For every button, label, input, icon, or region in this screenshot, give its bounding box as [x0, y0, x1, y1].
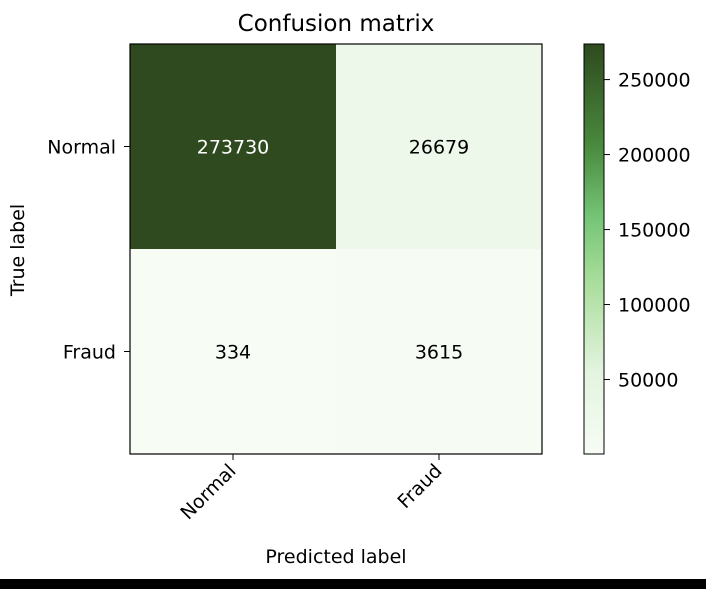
- y-tick-label: Normal: [47, 137, 116, 159]
- y-axis-ticks: Normal Fraud: [47, 137, 130, 364]
- cell-value-label-1-1: 3615: [415, 342, 463, 364]
- plot-frame: [129, 43, 543, 455]
- y-axis-label: True label: [7, 204, 29, 297]
- bottom-border-bar: [0, 579, 706, 589]
- colorbar: [583, 43, 605, 455]
- y-tick-label: Fraud: [63, 342, 116, 364]
- heatmap-cell-1-1: [336, 249, 542, 454]
- heatmap-cell-0-1: [336, 44, 542, 249]
- cell-value-label-0-0: 273730: [197, 137, 270, 159]
- x-axis-label: Predicted label: [265, 546, 406, 568]
- colorbar-tick-label: 100000: [618, 295, 691, 317]
- x-tick-label: Fraud: [393, 460, 446, 513]
- chart-title: Confusion matrix: [238, 11, 435, 37]
- heatmap-cell-1-0: [130, 249, 336, 454]
- cell-value-label-1-0: 334: [215, 342, 251, 364]
- heatmap-cells: [130, 44, 542, 454]
- cell-value-label-0-1: 26679: [409, 137, 469, 159]
- colorbar-tick-label: 200000: [618, 145, 691, 167]
- x-axis-ticks: Normal Fraud: [176, 454, 447, 524]
- colorbar-tick-label: 250000: [618, 70, 691, 92]
- colorbar-ticks: 50000 100000 150000 200000 250000: [604, 70, 691, 392]
- x-tick-label: Normal: [176, 460, 240, 524]
- heatmap-cell-0-0: [130, 44, 336, 249]
- colorbar-tick-label: 150000: [618, 220, 691, 242]
- colorbar-tick-label: 50000: [618, 370, 678, 392]
- heatmap-cell-labels: 273730 26679 334 3615: [197, 137, 469, 364]
